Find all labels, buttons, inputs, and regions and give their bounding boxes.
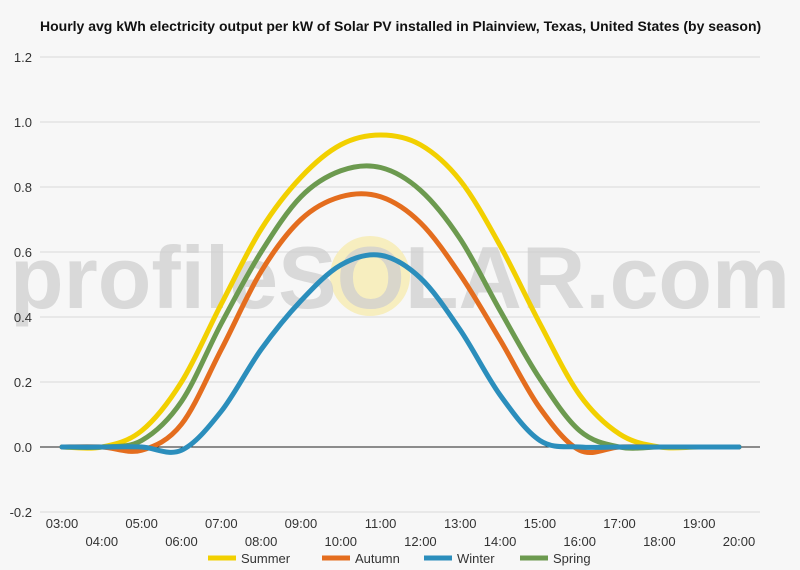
x-tick-label: 04:00 — [86, 534, 119, 549]
series-line-winter — [59, 252, 742, 455]
y-tick-label: 1.0 — [14, 115, 32, 130]
y-tick-label: 0.0 — [14, 440, 32, 455]
x-tick-label: 18:00 — [643, 534, 676, 549]
watermark: profileSOLAR.com — [10, 228, 790, 327]
series-line-summer — [59, 132, 742, 451]
x-tick-label: 14:00 — [484, 534, 517, 549]
x-tick-label: 16:00 — [563, 534, 596, 549]
legend-label-summer: Summer — [241, 551, 291, 566]
y-tick-label: 0.6 — [14, 245, 32, 260]
x-tick-label: 15:00 — [524, 516, 557, 531]
x-tick-label: 12:00 — [404, 534, 437, 549]
x-tick-label: 11:00 — [365, 516, 397, 531]
x-tick-label: 05:00 — [125, 516, 158, 531]
legend-label-spring: Spring — [553, 551, 591, 566]
y-tick-label: 1.2 — [14, 50, 32, 65]
x-tick-label: 09:00 — [285, 516, 318, 531]
y-tick-label: -0.2 — [10, 505, 32, 520]
legend-label-autumn: Autumn — [355, 551, 400, 566]
x-tick-label: 20:00 — [723, 534, 756, 549]
x-tick-label: 07:00 — [205, 516, 238, 531]
y-tick-label: 0.8 — [14, 180, 32, 195]
x-tick-label: 10:00 — [324, 534, 357, 549]
x-tick-label: 08:00 — [245, 534, 278, 549]
x-tick-label: 17:00 — [603, 516, 636, 531]
y-tick-label: 0.4 — [14, 310, 32, 325]
x-tick-label: 19:00 — [683, 516, 716, 531]
watermark-text: profileSOLAR.com — [10, 228, 790, 327]
x-tick-label: 03:00 — [46, 516, 79, 531]
x-tick-label: 06:00 — [165, 534, 198, 549]
x-tick-label: 13:00 — [444, 516, 477, 531]
legend-label-winter: Winter — [457, 551, 495, 566]
y-tick-label: 0.2 — [14, 375, 32, 390]
chart-title: Hourly avg kWh electricity output per kW… — [40, 18, 762, 34]
